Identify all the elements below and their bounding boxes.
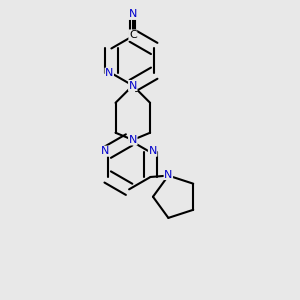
Text: N: N: [129, 8, 137, 19]
Text: N: N: [129, 80, 137, 91]
Text: N: N: [129, 135, 137, 145]
Text: N: N: [101, 146, 110, 156]
Text: C: C: [129, 30, 137, 40]
Text: N: N: [164, 169, 172, 179]
Text: N: N: [105, 68, 113, 78]
Text: N: N: [148, 146, 157, 156]
